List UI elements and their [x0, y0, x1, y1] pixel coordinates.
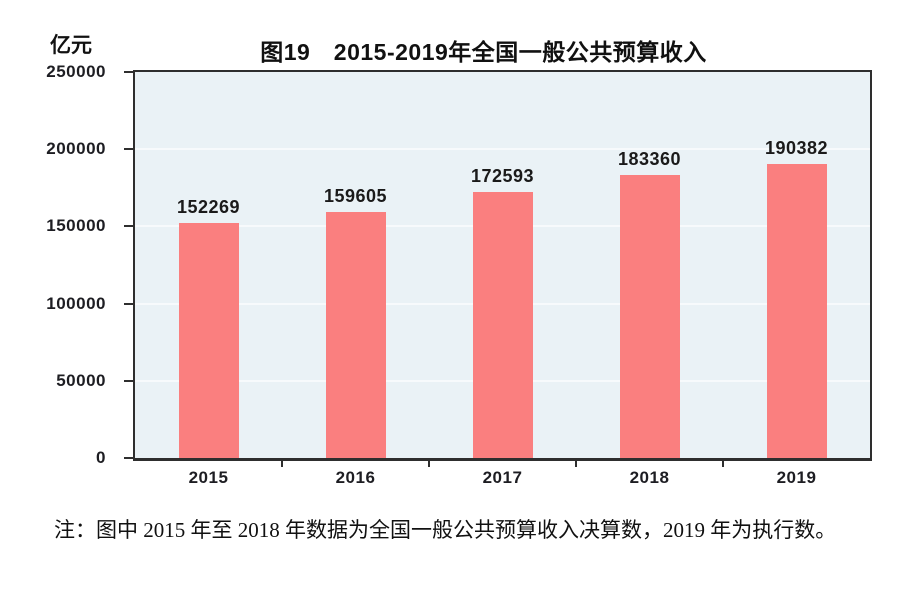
chart-title: 图19 2015-2019年全国一般公共预算收入	[260, 39, 707, 65]
bar-value-label: 190382	[764, 138, 829, 159]
bar-value-label: 172593	[470, 165, 535, 186]
x-tick-label: 2017	[482, 468, 523, 487]
y-tick-mark	[124, 225, 133, 228]
y-tick-label: 100000	[46, 293, 106, 313]
bar-value-label: 183360	[617, 148, 682, 169]
y-tick-label: 150000	[46, 216, 106, 236]
y-tick-mark	[124, 302, 133, 305]
bar-value-label: 159605	[323, 185, 388, 206]
bar-2017	[472, 191, 533, 458]
x-tick-label: 2018	[629, 468, 670, 487]
y-tick-label: 250000	[46, 62, 106, 81]
footnote: 注：图中 2015 年至 2018 年数据为全国一般公共预算收入决算数，2019…	[54, 518, 837, 542]
y-tick-label: 0	[96, 448, 106, 467]
x-tick-mark	[428, 461, 430, 467]
x-tick-label: 2015	[188, 468, 229, 487]
bar-2019	[766, 164, 827, 458]
x-tick-mark	[281, 461, 283, 467]
bar-2015	[178, 222, 239, 458]
y-tick-label: 50000	[56, 370, 106, 390]
gridline	[135, 148, 870, 151]
y-tick-label: 200000	[46, 139, 106, 159]
y-tick-mark	[124, 457, 133, 459]
bar-2018	[619, 174, 680, 458]
y-tick-mark	[124, 379, 133, 382]
x-tick-label: 2019	[776, 468, 817, 487]
x-tick-mark	[722, 461, 724, 467]
plot-inner: 152269 159605 172593 183360 190382	[135, 72, 870, 458]
y-tick-mark	[124, 71, 133, 73]
x-tick-label: 2016	[335, 468, 376, 487]
x-tick-mark	[575, 461, 577, 467]
y-axis-unit-label: 亿元	[50, 34, 92, 57]
bar-2016	[325, 211, 386, 458]
bar-value-label: 152269	[176, 196, 241, 217]
plot-area: 152269 159605 172593 183360 190382	[133, 70, 872, 461]
y-tick-mark	[124, 148, 133, 151]
